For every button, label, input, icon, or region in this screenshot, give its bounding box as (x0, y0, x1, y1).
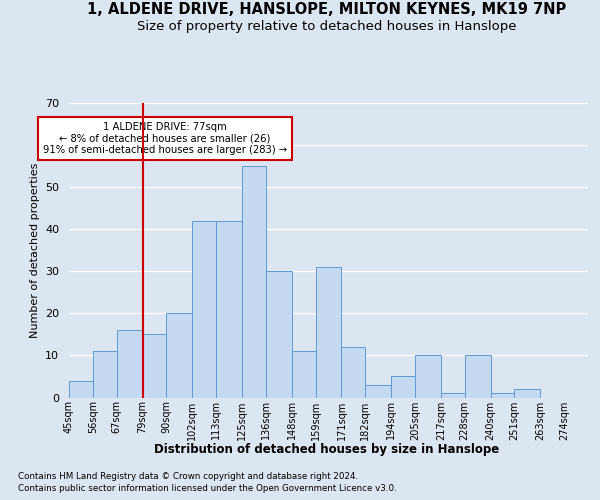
Bar (143, 334, 166, 398)
Bar (166, 313, 192, 398)
Text: Size of property relative to detached houses in Hanslope: Size of property relative to detached ho… (137, 20, 517, 33)
Bar (415, 356, 441, 398)
Text: 1 ALDENE DRIVE: 77sqm
← 8% of detached houses are smaller (26)
91% of semi-detac: 1 ALDENE DRIVE: 77sqm ← 8% of detached h… (43, 122, 287, 155)
Text: Distribution of detached houses by size in Hanslope: Distribution of detached houses by size … (154, 442, 500, 456)
Text: 1, ALDENE DRIVE, HANSLOPE, MILTON KEYNES, MK19 7NP: 1, ALDENE DRIVE, HANSLOPE, MILTON KEYNES… (88, 2, 566, 17)
Bar (292, 351, 316, 398)
Bar (365, 385, 391, 398)
Bar (441, 394, 465, 398)
Bar (465, 356, 491, 398)
Bar (514, 389, 541, 398)
Bar (391, 376, 415, 398)
Bar (116, 330, 143, 398)
Bar (341, 347, 365, 398)
Bar (192, 220, 216, 398)
Bar (93, 351, 116, 398)
Bar (69, 380, 93, 398)
Text: Contains public sector information licensed under the Open Government Licence v3: Contains public sector information licen… (18, 484, 397, 493)
Bar (216, 220, 242, 398)
Bar (266, 271, 292, 398)
Bar (242, 166, 266, 398)
Bar (316, 267, 341, 398)
Y-axis label: Number of detached properties: Number of detached properties (29, 162, 40, 338)
Bar (491, 394, 514, 398)
Text: Contains HM Land Registry data © Crown copyright and database right 2024.: Contains HM Land Registry data © Crown c… (18, 472, 358, 481)
